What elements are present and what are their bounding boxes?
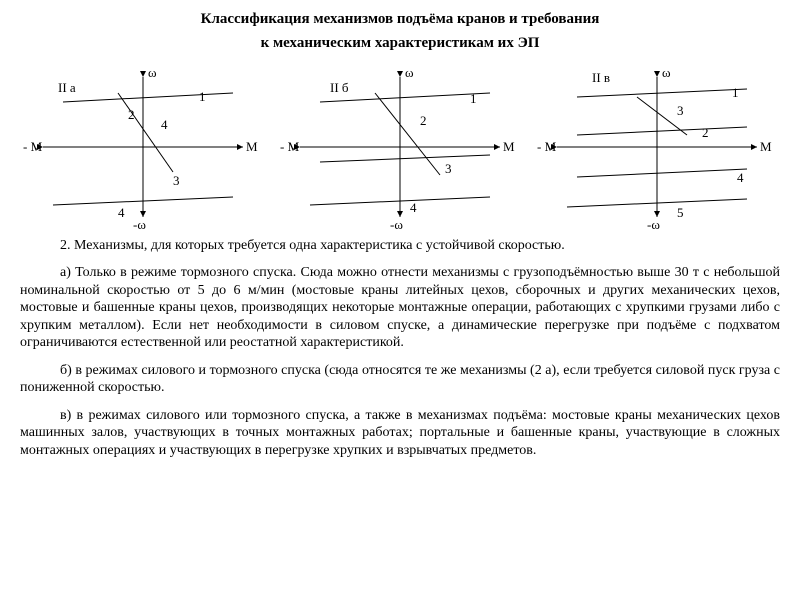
page-title-line2: к механическим характеристикам их ЭП xyxy=(20,34,780,54)
diagram-b-label: II б xyxy=(330,80,349,95)
curve-4: 4 xyxy=(737,170,744,185)
omega-top: ω xyxy=(662,65,671,80)
m-neg: - M xyxy=(280,139,300,154)
m-pos: M xyxy=(760,139,772,154)
omega-bot: -ω xyxy=(390,217,403,232)
omega-bot: -ω xyxy=(133,217,146,232)
omega-top: ω xyxy=(148,65,157,80)
curve-1: 1 xyxy=(732,85,739,100)
diagram-c-label: II в xyxy=(592,70,610,85)
curve-4a: 4 xyxy=(161,117,168,132)
curve-3: 3 xyxy=(445,161,452,176)
curve-2: 2 xyxy=(702,125,709,140)
diagram-a: II а ω -ω M - M 1 2 3 4 4 xyxy=(20,57,267,232)
paragraph-b: б) в режимах силового и тормозного спуск… xyxy=(20,362,780,397)
diagrams-row: II а ω -ω M - M 1 2 3 4 4 II б ω -ω M xyxy=(20,57,780,232)
diagram-c: II в ω -ω M - M 1 2 3 4 5 xyxy=(533,57,780,232)
diagram-a-label: II а xyxy=(58,80,76,95)
curve-2: 2 xyxy=(128,107,135,122)
diagram-b: II б ω -ω M - M 1 2 3 4 xyxy=(277,57,524,232)
curve-3: 3 xyxy=(677,103,684,118)
omega-top: ω xyxy=(405,65,414,80)
paragraph-a: а) Только в режиме тормозного спуска. Сю… xyxy=(20,264,780,352)
curve-1: 1 xyxy=(470,91,477,106)
m-neg: - M xyxy=(537,139,557,154)
paragraph-c: в) в режимах силового или тормозного спу… xyxy=(20,407,780,460)
curve-5: 5 xyxy=(677,205,684,220)
omega-bot: -ω xyxy=(647,217,660,232)
intro-text: 2. Механизмы, для которых требуется одна… xyxy=(20,238,780,254)
curve-4b: 4 xyxy=(118,205,125,220)
page-title-line1: Классификация механизмов подъёма кранов … xyxy=(20,10,780,30)
m-neg: - M xyxy=(23,139,43,154)
curve-4: 4 xyxy=(410,200,417,215)
curve-3: 3 xyxy=(173,173,180,188)
m-pos: M xyxy=(503,139,515,154)
m-pos: M xyxy=(246,139,258,154)
curve-1: 1 xyxy=(199,89,206,104)
curve-2: 2 xyxy=(420,113,427,128)
